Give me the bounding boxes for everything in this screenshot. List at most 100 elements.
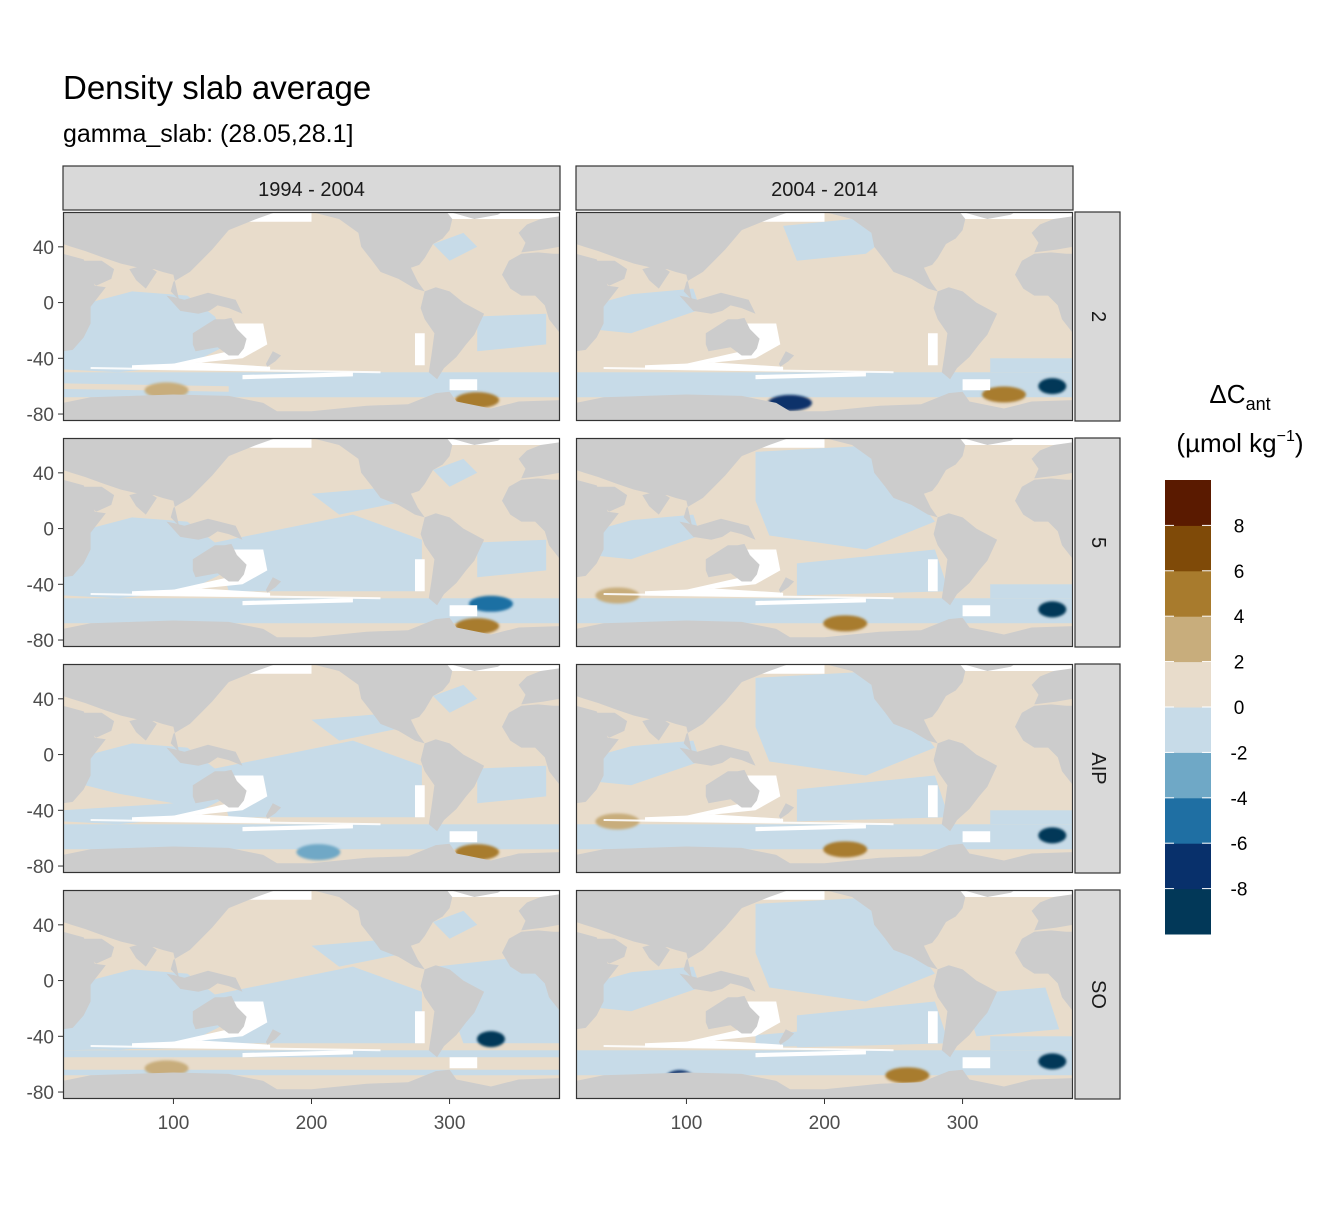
- land-africa2: [502, 478, 560, 560]
- x-tick-label: 200: [296, 1113, 328, 1134]
- land-seasia: [166, 292, 243, 314]
- facet-panel: [62, 663, 561, 874]
- land-asia: [576, 212, 797, 300]
- land-australia: [705, 543, 760, 582]
- land-africa: [63, 931, 106, 1030]
- land-samerica: [933, 739, 998, 832]
- ocean-region: [63, 824, 560, 850]
- missing-data: [166, 1001, 268, 1044]
- legend-swatch: [1165, 843, 1211, 890]
- land-greenland: [449, 438, 502, 445]
- missing-data: [242, 598, 353, 606]
- x-tick-label: 100: [671, 1113, 703, 1134]
- legend-title-sub: ant: [1246, 394, 1271, 414]
- land-australia: [192, 543, 247, 582]
- land-asia: [576, 890, 797, 978]
- missing-data: [755, 598, 866, 606]
- missing-data: [962, 605, 991, 617]
- land-africa: [63, 705, 106, 804]
- panel-border: [575, 889, 1074, 1100]
- land-namerica: [311, 212, 453, 292]
- land-europe: [518, 442, 560, 479]
- legend-label: -2: [1231, 743, 1248, 764]
- legend-swatch: [1165, 570, 1211, 617]
- legend-label: -8: [1231, 880, 1248, 901]
- ocean-region: [576, 372, 1073, 398]
- land-australia: [192, 769, 247, 808]
- missing-data: [415, 559, 425, 592]
- ocean-region: [433, 684, 478, 713]
- row-strip: [1074, 211, 1121, 422]
- land-asia: [63, 438, 284, 526]
- ocean-region: [990, 1036, 1073, 1051]
- ocean-region: [990, 810, 1073, 825]
- legend-label: 0: [1234, 698, 1245, 719]
- land-seasia: [679, 970, 756, 992]
- y-tick-label: 0: [43, 294, 54, 315]
- missing-data: [928, 1011, 938, 1044]
- row-strip-label: SO: [1087, 980, 1109, 1009]
- missing-data: [755, 372, 866, 380]
- ocean-region: [63, 779, 174, 811]
- y-tick-label: -80: [27, 631, 54, 652]
- legend-swatch: [1165, 707, 1211, 753]
- missing-data: [755, 824, 866, 832]
- missing-data: [645, 814, 784, 823]
- row-strip: [1074, 437, 1121, 648]
- land-africa: [576, 931, 619, 1030]
- ocean-region: [433, 232, 478, 261]
- land-nz: [265, 351, 282, 367]
- y-tick-label: -40: [27, 801, 54, 822]
- legend-swatch: [1165, 480, 1211, 526]
- legend-units: (µmol kg−1): [1176, 428, 1303, 458]
- anomaly-cell: [144, 382, 189, 399]
- land-australia: [192, 317, 247, 356]
- ocean-region: [796, 549, 949, 596]
- land-samerica: [420, 739, 485, 832]
- land-antarctica: [576, 1069, 1073, 1099]
- missing-data: [132, 1040, 271, 1049]
- anomaly-core: [1044, 1056, 1061, 1067]
- column-strip-label: 1994 - 2004: [258, 179, 365, 201]
- y-tick-label: -80: [27, 405, 54, 426]
- panel-border: [575, 663, 1074, 874]
- land-europe: [518, 894, 560, 931]
- ocean-region: [477, 313, 547, 352]
- land-samerica: [420, 965, 485, 1058]
- anomaly-cell: [595, 587, 640, 604]
- land-australia: [705, 769, 760, 808]
- land-europe: [518, 668, 560, 705]
- land-nz: [265, 577, 282, 593]
- missing-data: [415, 785, 425, 818]
- land-namerica: [824, 890, 966, 970]
- legend-swatch: [1165, 752, 1211, 799]
- land-seasia: [679, 518, 756, 540]
- missing-data: [928, 333, 938, 366]
- anomaly-cell: [981, 386, 1026, 403]
- legend-swatch: [1165, 661, 1211, 708]
- missing-data: [645, 1040, 784, 1049]
- missing-data: [679, 323, 781, 366]
- legend-swatch: [1165, 888, 1211, 935]
- y-tick-label: 0: [43, 972, 54, 993]
- land-asia: [576, 438, 797, 526]
- land-greenland: [449, 664, 502, 671]
- missing-data: [449, 1057, 478, 1069]
- land-africa2: [502, 252, 560, 334]
- y-tick-label: 0: [43, 746, 54, 767]
- land-namerica: [311, 890, 453, 970]
- land-india: [642, 490, 670, 515]
- land-nz: [265, 1029, 282, 1045]
- y-tick-label: 40: [33, 464, 54, 485]
- missing-data: [962, 1057, 991, 1069]
- land-europe: [1031, 442, 1073, 479]
- land-antarctica: [576, 617, 1073, 647]
- anomaly-cell: [595, 813, 640, 830]
- ocean-region: [576, 514, 701, 560]
- missing-data: [132, 362, 271, 371]
- land-samerica: [420, 287, 485, 380]
- y-tick-label: 40: [33, 916, 54, 937]
- ocean-region: [63, 1057, 560, 1070]
- land-seasia: [166, 744, 243, 766]
